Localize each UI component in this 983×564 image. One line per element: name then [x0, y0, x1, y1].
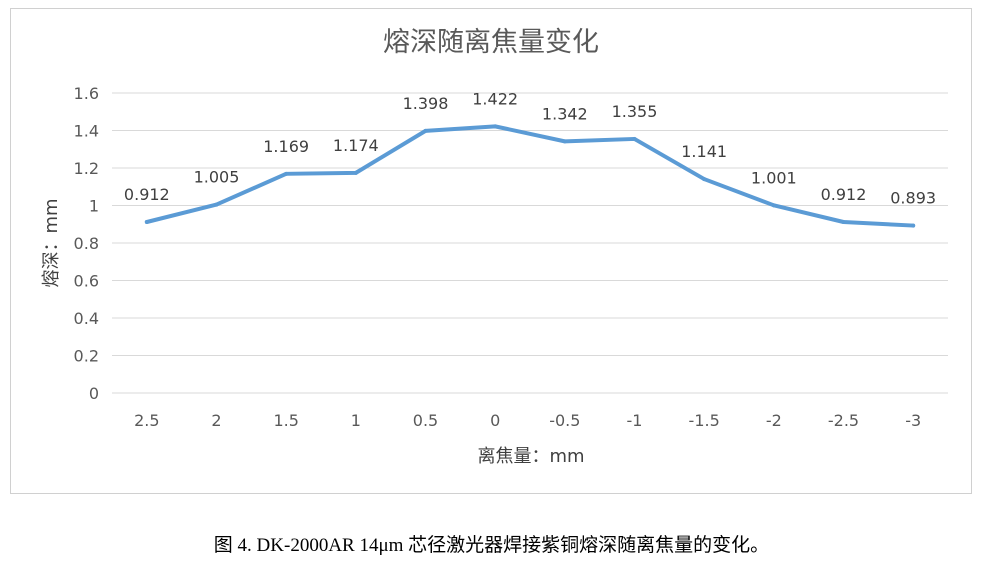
y-tick-label: 0.6 [74, 272, 99, 291]
x-tick-label: -2.5 [828, 411, 859, 430]
data-point [284, 171, 289, 176]
y-tick-label: 0 [89, 384, 99, 403]
data-point [214, 202, 219, 207]
figure-caption: 图 4. DK-2000AR 14μm 芯径激光器焊接紫铜熔深随离焦量的变化。 [213, 535, 770, 556]
line-chart: 熔深随离焦量变化 0 0.2 0.4 0.6 0.8 1 1.2 1.4 1.6 2.5 2 1.5… [41, 27, 948, 467]
data-labels: 0.912 1.005 1.169 1.174 1.398 1.422 1.342 1.355… [124, 89, 936, 207]
data-label: 1.422 [472, 89, 518, 108]
data-point [353, 170, 358, 175]
data-label: 0.912 [124, 185, 170, 204]
y-tick-label: 1.2 [74, 159, 99, 178]
y-axis-ticks: 0 0.2 0.4 0.6 0.8 1 1.2 1.4 1.6 [74, 84, 99, 403]
chart-title: 熔深随离焦量变化 [383, 27, 599, 58]
data-point [702, 177, 707, 182]
data-label: 1.005 [194, 168, 240, 187]
x-tick-label: 1 [351, 411, 361, 430]
series-layer [144, 124, 916, 228]
x-tick-label: 2 [211, 411, 221, 430]
x-axis-label: 离焦量：mm [477, 446, 584, 467]
series-line [144, 124, 916, 228]
x-tick-label: 0.5 [413, 411, 438, 430]
x-tick-label: 2.5 [134, 411, 159, 430]
data-label: 1.001 [751, 168, 797, 187]
data-point [562, 139, 567, 144]
data-point [771, 203, 776, 208]
chart-frame [10, 8, 972, 494]
data-point [841, 220, 846, 224]
gridlines [112, 92, 948, 394]
data-label: 1.174 [333, 136, 379, 155]
x-tick-label: -3 [905, 411, 921, 430]
x-tick-label: -2 [766, 411, 782, 430]
y-tick-label: 1 [89, 197, 99, 216]
x-tick-label: 0 [490, 411, 500, 430]
data-point [144, 220, 149, 224]
data-point [423, 128, 428, 133]
data-point [632, 136, 637, 141]
x-tick-label: 1.5 [273, 411, 298, 430]
y-tick-label: 0.2 [74, 347, 99, 366]
data-label: 1.141 [681, 142, 727, 161]
y-tick-label: 0.8 [74, 234, 99, 253]
x-axis-ticks: 2.5 2 1.5 1 0.5 0 -0.5 -1 -1.5 -2 -2.5 -3 [134, 411, 921, 430]
y-tick-label: 1.6 [74, 84, 99, 103]
x-tick-label: -0.5 [549, 411, 580, 430]
data-label: 1.342 [542, 104, 588, 123]
data-point [911, 223, 916, 228]
y-axis-label: 熔深：mm [41, 198, 62, 287]
y-tick-label: 0.4 [74, 309, 99, 328]
y-tick-label: 1.4 [74, 122, 99, 141]
data-label: 0.912 [821, 185, 867, 204]
data-label: 0.893 [890, 189, 936, 208]
data-label: 1.355 [612, 102, 658, 121]
data-label: 1.169 [263, 137, 309, 156]
data-point [493, 124, 498, 129]
x-tick-label: -1.5 [689, 411, 720, 430]
data-label: 1.398 [403, 94, 449, 113]
x-tick-label: -1 [627, 411, 643, 430]
